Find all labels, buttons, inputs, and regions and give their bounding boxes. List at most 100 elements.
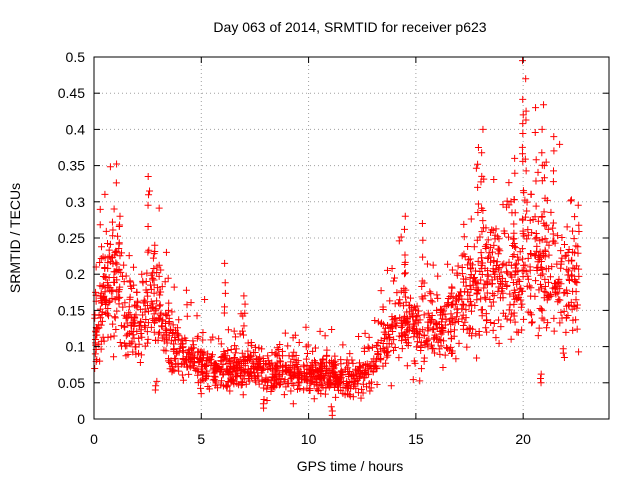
data-point — [503, 281, 511, 289]
data-point — [401, 212, 409, 220]
data-point — [478, 312, 486, 320]
data-point — [400, 302, 408, 310]
data-point — [217, 340, 225, 348]
data-point — [344, 382, 352, 390]
data-point — [355, 332, 363, 340]
data-point — [325, 383, 333, 391]
data-point — [541, 235, 549, 243]
data-point — [541, 247, 549, 255]
y-tick-label: 0.35 — [58, 158, 85, 174]
data-point — [240, 322, 248, 330]
data-point — [297, 368, 305, 376]
data-point — [509, 278, 517, 286]
data-point — [516, 248, 524, 256]
data-point — [164, 306, 172, 314]
data-point — [248, 341, 256, 349]
data-point — [332, 371, 340, 379]
data-point — [349, 372, 357, 380]
data-point — [207, 336, 215, 344]
data-point — [458, 315, 466, 323]
data-point — [531, 251, 539, 259]
data-point — [535, 286, 543, 294]
data-point — [410, 333, 418, 341]
data-point — [572, 296, 580, 304]
data-point — [434, 338, 442, 346]
data-point — [168, 308, 176, 316]
data-point — [567, 271, 575, 279]
data-point — [473, 354, 481, 362]
data-point — [474, 257, 482, 265]
data-point — [302, 372, 310, 380]
data-point — [352, 367, 360, 375]
data-point — [201, 296, 209, 304]
data-point — [194, 379, 202, 387]
data-point — [235, 381, 243, 389]
data-point — [343, 359, 351, 367]
data-point — [127, 321, 135, 329]
x-tick-label: 5 — [197, 431, 205, 447]
data-point — [259, 354, 267, 362]
data-point — [447, 310, 455, 318]
data-point — [170, 345, 178, 353]
data-point — [395, 354, 403, 362]
data-point — [337, 367, 345, 375]
data-point — [405, 327, 413, 335]
data-point — [296, 384, 304, 392]
data-point — [303, 384, 311, 392]
data-point — [156, 301, 164, 309]
data-point — [164, 274, 172, 282]
data-point — [337, 360, 345, 368]
data-point — [532, 230, 540, 238]
data-point — [115, 300, 123, 308]
data-point — [474, 144, 482, 151]
data-point — [198, 368, 206, 376]
data-point — [161, 278, 169, 286]
data-point — [203, 372, 211, 380]
data-point — [450, 326, 458, 334]
data-point — [163, 311, 171, 319]
data-point — [232, 345, 240, 353]
data-point — [231, 349, 239, 357]
data-point — [433, 324, 441, 332]
data-point — [429, 326, 437, 334]
data-point — [147, 323, 155, 331]
data-point — [144, 292, 152, 300]
data-point — [233, 373, 241, 381]
data-point — [184, 363, 192, 371]
data-point — [308, 377, 316, 385]
data-point — [523, 235, 531, 243]
data-point — [543, 324, 551, 332]
data-point — [482, 324, 490, 332]
data-point — [339, 389, 347, 397]
data-point — [221, 352, 229, 360]
data-point — [193, 334, 201, 342]
data-point — [549, 230, 557, 238]
data-point — [264, 352, 272, 360]
data-point — [424, 309, 432, 317]
data-point — [415, 307, 423, 315]
data-point — [365, 380, 373, 388]
data-point — [555, 275, 563, 283]
data-point — [537, 379, 545, 387]
data-point — [287, 358, 295, 366]
chart-title: Day 063 of 2014, SRMTID for receiver p62… — [213, 19, 486, 35]
data-point — [105, 273, 113, 281]
data-point — [217, 377, 225, 385]
data-point — [160, 346, 168, 354]
data-point — [250, 364, 258, 372]
data-point — [115, 240, 123, 248]
data-point — [185, 370, 193, 378]
data-point — [565, 257, 573, 265]
data-point — [125, 303, 133, 311]
data-point — [395, 299, 403, 307]
data-point — [496, 247, 504, 255]
data-point — [557, 258, 565, 266]
data-point — [350, 378, 358, 386]
data-point — [447, 289, 455, 297]
data-point — [514, 253, 522, 261]
data-point — [540, 294, 548, 302]
data-point — [190, 344, 198, 352]
data-point — [183, 312, 191, 320]
data-point — [549, 219, 557, 227]
data-point — [330, 369, 338, 377]
